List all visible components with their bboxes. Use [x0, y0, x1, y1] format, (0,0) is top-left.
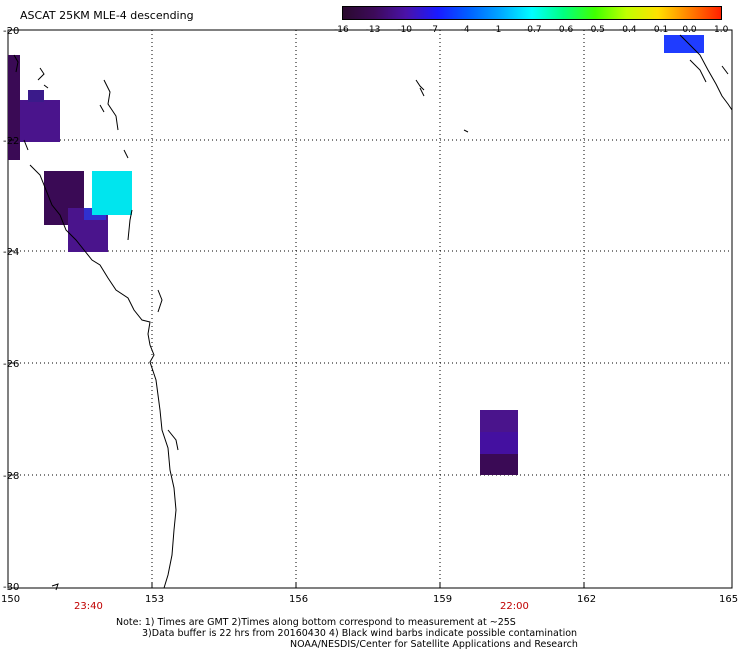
footnote-1: Note: 1) Times are GMT 2)Times along bot…: [116, 617, 516, 628]
wind-cell: [664, 35, 704, 53]
lat-label: -20: [3, 26, 20, 37]
lat-label: -30: [3, 582, 20, 593]
colorbar-gradient: [342, 6, 722, 20]
map-frame: [7, 29, 733, 589]
time-label: 23:40: [74, 601, 103, 612]
wind-cell: [28, 90, 44, 102]
colorbar: [342, 6, 722, 20]
lon-label: 150: [1, 594, 21, 605]
lon-label: 153: [145, 594, 165, 605]
lon-label: 165: [719, 594, 739, 605]
gridlines: [8, 30, 732, 588]
lon-label: 156: [289, 594, 309, 605]
coastline: [13, 34, 733, 591]
footnote-2: 3)Data buffer is 22 hrs from 20160430 4)…: [142, 628, 578, 639]
lat-label: -26: [3, 359, 20, 370]
lat-label: -28: [3, 471, 20, 482]
lon-label: 159: [433, 594, 453, 605]
wind-cells: [8, 35, 704, 475]
time-label: 22:00: [500, 601, 529, 612]
lon-label: 162: [577, 594, 597, 605]
wind-cell: [480, 410, 518, 432]
lat-label: -24: [3, 247, 20, 258]
footnote-credit: NOAA/NESDIS/Center for Satellite Applica…: [290, 639, 578, 650]
map-title: ASCAT 25KM MLE-4 descending: [20, 9, 194, 22]
wind-cell: [480, 432, 518, 454]
wind-cell: [20, 100, 60, 142]
lat-label: -22: [3, 136, 20, 147]
wind-cell: [92, 171, 132, 215]
wind-cell: [480, 454, 518, 475]
wind-cell: [8, 55, 20, 160]
